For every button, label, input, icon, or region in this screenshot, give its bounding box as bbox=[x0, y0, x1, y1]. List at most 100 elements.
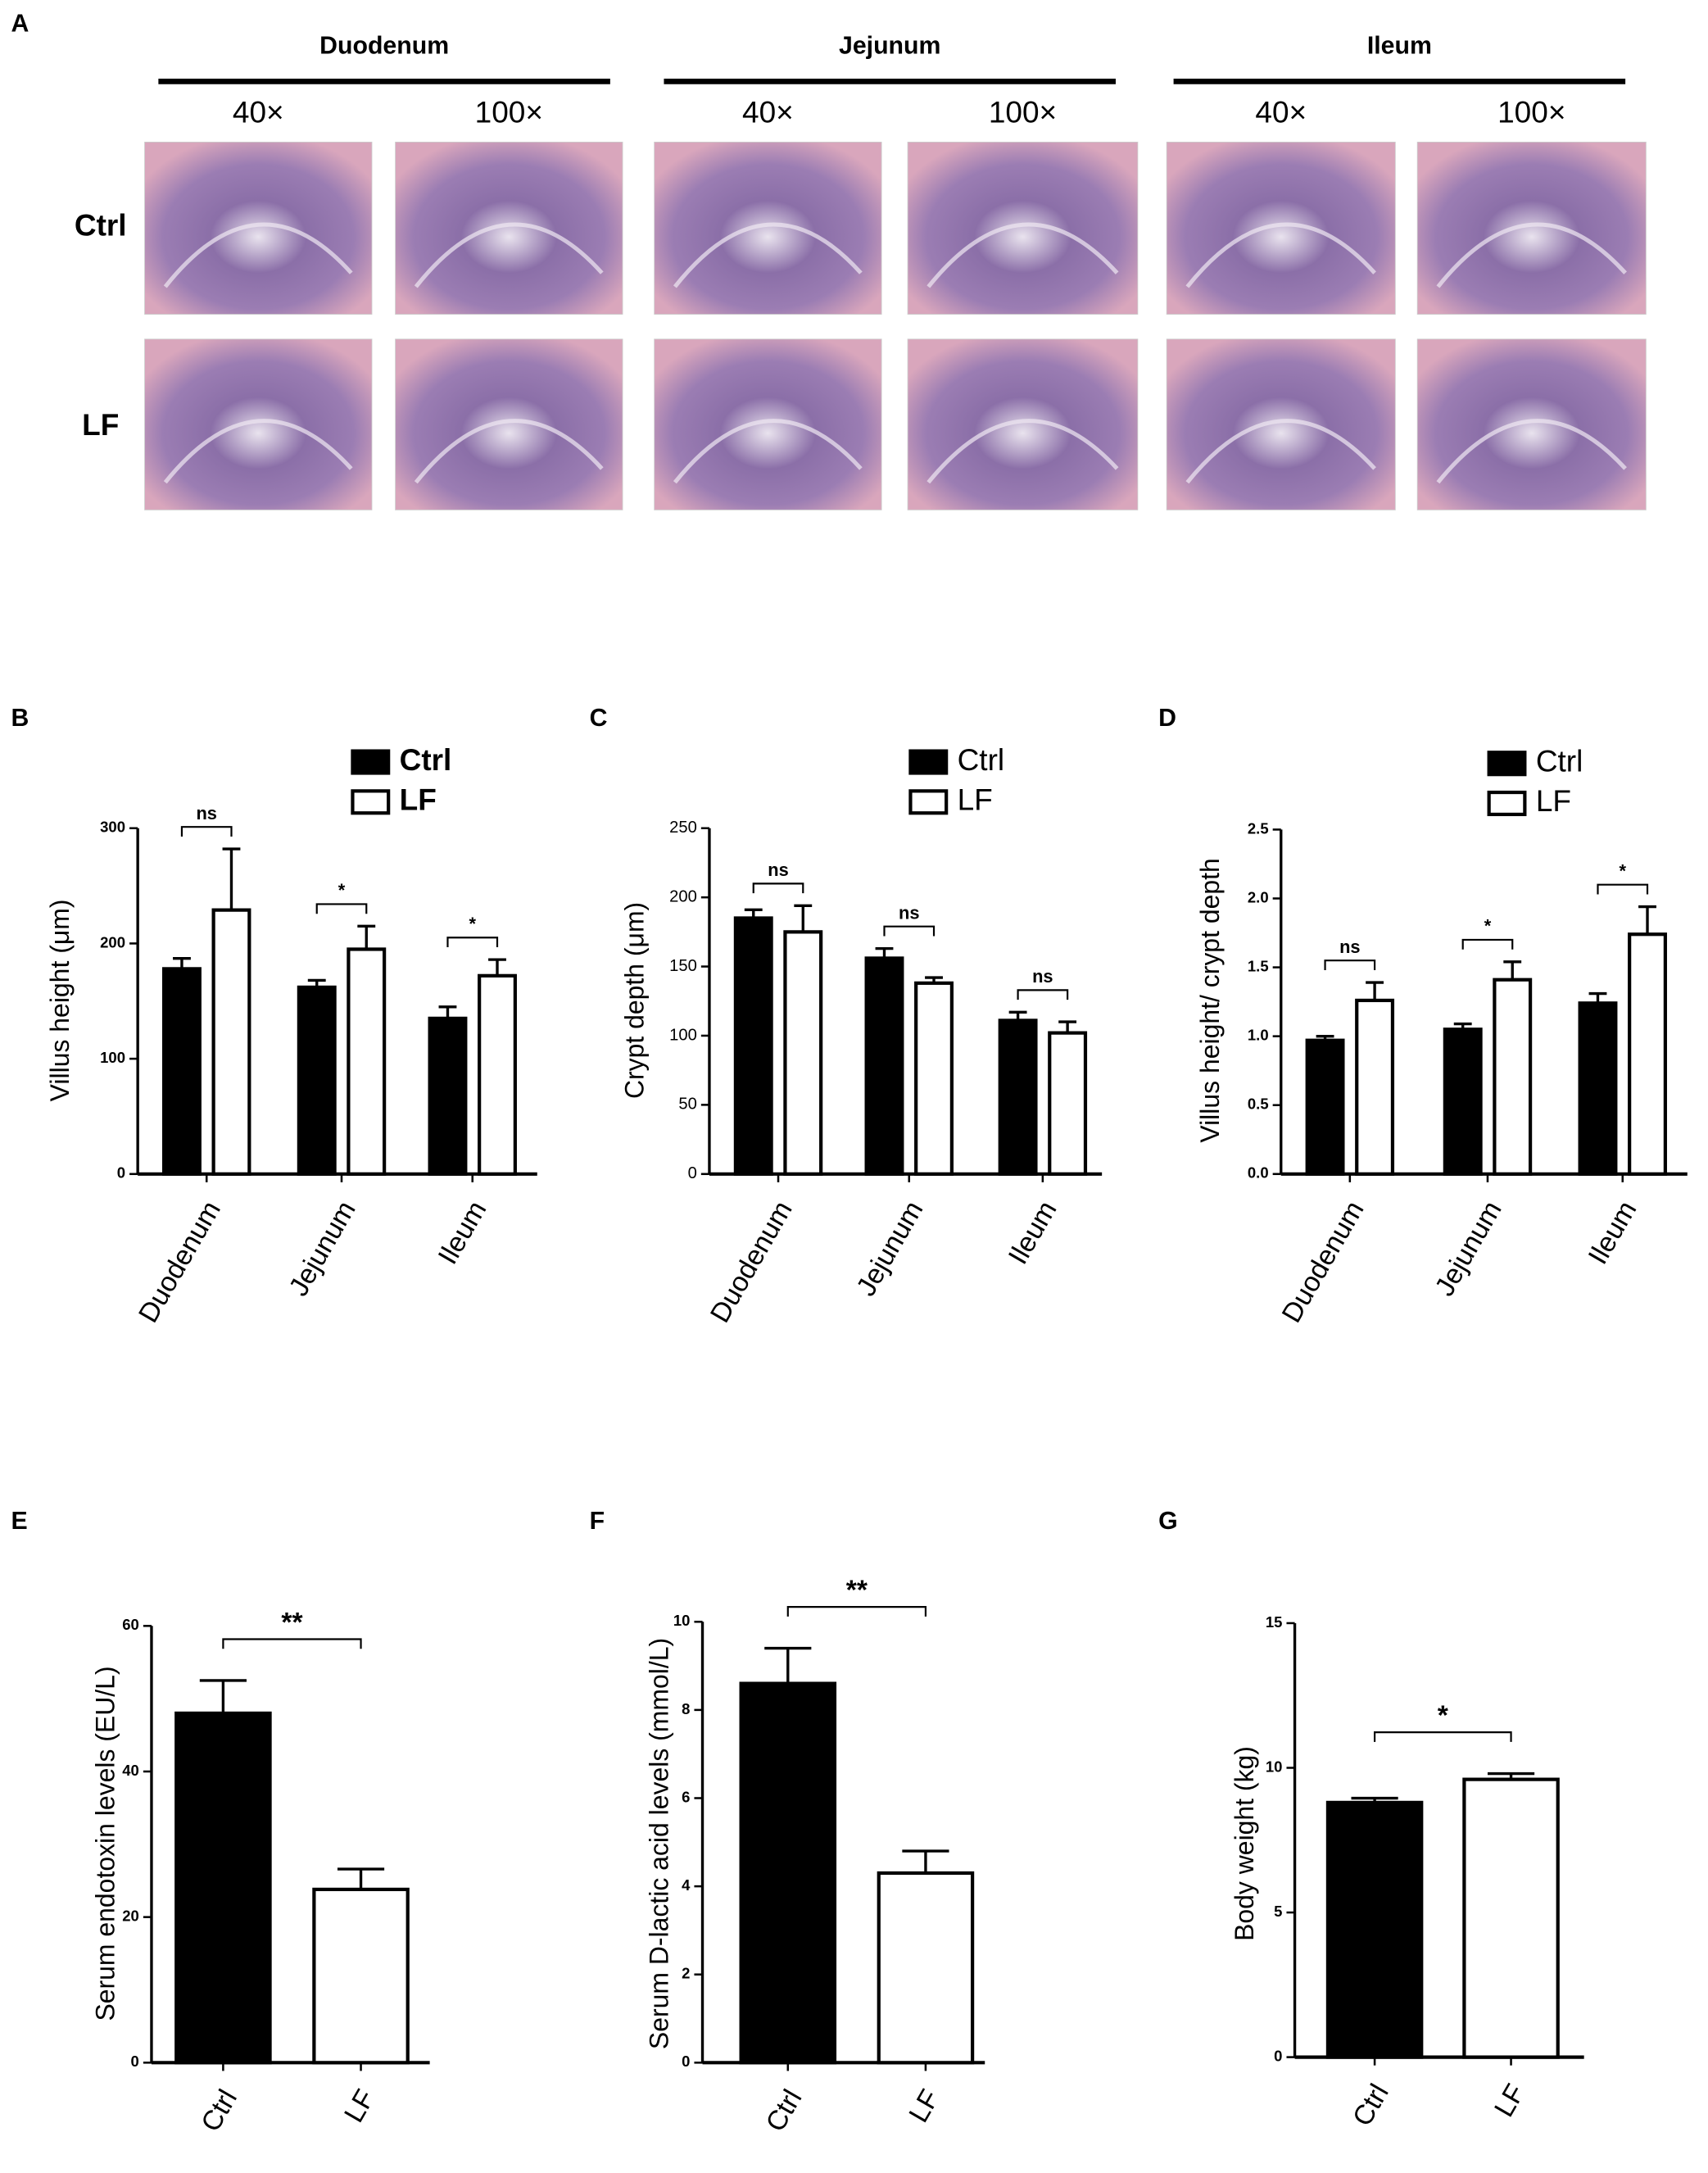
significance-label: ns bbox=[768, 860, 789, 880]
panel-letter: B bbox=[11, 705, 29, 732]
x-tick-label: Jejunum bbox=[851, 1196, 930, 1302]
bar bbox=[914, 981, 954, 1176]
y-tick-label: 2.5 bbox=[1248, 819, 1269, 837]
bar bbox=[998, 1018, 1038, 1176]
x-tick-label: Ileum bbox=[1003, 1196, 1062, 1270]
y-tick-label: 1.5 bbox=[1248, 957, 1269, 974]
x-tick-label: LF bbox=[339, 2085, 382, 2127]
histology-image bbox=[1166, 338, 1396, 510]
bar bbox=[877, 1871, 975, 2065]
x-tick-label: Duodenum bbox=[134, 1196, 227, 1328]
histology-villi bbox=[163, 419, 353, 484]
significance-bracket bbox=[446, 937, 499, 947]
y-tick-label: 100 bbox=[669, 1026, 697, 1044]
legend-swatch bbox=[351, 749, 391, 775]
significance-label: ns bbox=[1032, 966, 1053, 987]
panel-letter: A bbox=[11, 10, 29, 37]
y-tick-label: 200 bbox=[669, 887, 697, 905]
histology-image bbox=[395, 141, 623, 315]
x-tick-label: Ileum bbox=[1583, 1196, 1642, 1270]
magnification: 100× bbox=[475, 96, 543, 129]
histology-villi bbox=[414, 419, 604, 484]
y-tick-label: 8 bbox=[682, 1700, 690, 1717]
histology-image bbox=[907, 141, 1139, 315]
y-tick-label: 250 bbox=[669, 819, 697, 837]
x-tick-label: LF bbox=[1489, 2080, 1532, 2122]
legend-swatch bbox=[1487, 751, 1527, 777]
y-axis-label: Crypt depth (μm) bbox=[619, 902, 649, 1099]
histology-image bbox=[1416, 141, 1647, 315]
magnification: 100× bbox=[1497, 96, 1565, 129]
legend-swatch bbox=[1487, 790, 1527, 817]
row-label: LF bbox=[82, 408, 119, 442]
bar bbox=[211, 908, 251, 1176]
histology-villi bbox=[673, 222, 863, 288]
significance-label: ns bbox=[1339, 937, 1361, 957]
bar bbox=[347, 947, 387, 1176]
significance-label: ns bbox=[899, 902, 920, 923]
significance-label: * bbox=[1484, 916, 1492, 937]
y-tick-label: 0 bbox=[682, 2053, 690, 2070]
y-tick-label: 0 bbox=[1274, 2047, 1282, 2064]
histology-villi bbox=[926, 419, 1119, 484]
bar bbox=[1493, 978, 1533, 1176]
legend-swatch bbox=[351, 789, 391, 815]
bar bbox=[174, 1711, 272, 2065]
y-tick-label: 1.0 bbox=[1248, 1027, 1269, 1044]
bar bbox=[1628, 932, 1667, 1176]
significance-bracket bbox=[315, 903, 368, 914]
x-tick-label: LF bbox=[904, 2085, 946, 2127]
y-tick-label: 300 bbox=[100, 819, 125, 836]
bar bbox=[297, 985, 337, 1176]
histology-image bbox=[1166, 141, 1396, 315]
y-axis-label: Serum D-lactic acid levels (mmol/L) bbox=[645, 1638, 674, 2049]
significance-bracket bbox=[1017, 989, 1069, 1000]
bar bbox=[1578, 1001, 1618, 1176]
histology-image bbox=[395, 338, 623, 510]
histology-villi bbox=[926, 222, 1119, 288]
y-tick-label: 200 bbox=[100, 933, 125, 950]
significance-label: * bbox=[469, 914, 476, 934]
x-tick-label: Jejunum bbox=[283, 1196, 362, 1302]
panel-letter: F bbox=[590, 1508, 605, 1535]
bar bbox=[312, 1887, 410, 2065]
significance-bracket bbox=[1461, 938, 1514, 950]
histology-image bbox=[144, 338, 373, 510]
legend-label: Ctrl bbox=[958, 743, 1005, 777]
significance-label: * bbox=[338, 880, 346, 901]
histology-villi bbox=[1436, 222, 1627, 288]
y-tick-label: 20 bbox=[122, 1908, 139, 1925]
significance-bracket bbox=[222, 1638, 362, 1649]
y-tick-label: 15 bbox=[1266, 1613, 1283, 1631]
y-tick-label: 2.0 bbox=[1248, 888, 1269, 905]
bar bbox=[428, 1016, 468, 1176]
y-tick-label: 50 bbox=[678, 1096, 696, 1114]
histology-villi bbox=[163, 222, 353, 288]
x-tick-label: Jejunum bbox=[1429, 1196, 1508, 1302]
legend-swatch bbox=[908, 789, 949, 815]
bar bbox=[1443, 1028, 1483, 1176]
y-tick-label: 0 bbox=[131, 2053, 139, 2070]
significance-bracket bbox=[752, 882, 804, 894]
panel-letter: G bbox=[1158, 1508, 1178, 1535]
bar bbox=[739, 1681, 837, 2065]
bar bbox=[1355, 998, 1395, 1176]
region-title: Jejunum bbox=[839, 32, 940, 59]
x-tick-label: Ctrl bbox=[1348, 2080, 1395, 2132]
histology-image bbox=[654, 338, 882, 510]
y-axis-label: Serum endotoxin levels (EU/L) bbox=[91, 1666, 120, 2021]
magnification: 100× bbox=[989, 96, 1057, 129]
significance-label: ns bbox=[196, 803, 217, 823]
legend-label: LF bbox=[400, 783, 437, 817]
significance-label: ** bbox=[846, 1575, 868, 1605]
histology-image bbox=[654, 141, 882, 315]
bar bbox=[1325, 1800, 1424, 2059]
bar bbox=[161, 967, 202, 1176]
significance-label: * bbox=[1619, 860, 1626, 881]
significance-bracket bbox=[786, 1606, 927, 1617]
magnification: 40× bbox=[742, 96, 794, 129]
significance-bracket bbox=[1373, 1731, 1512, 1742]
legend-label: Ctrl bbox=[1536, 744, 1583, 778]
row-label: Ctrl bbox=[75, 208, 127, 242]
bar bbox=[1048, 1031, 1088, 1176]
